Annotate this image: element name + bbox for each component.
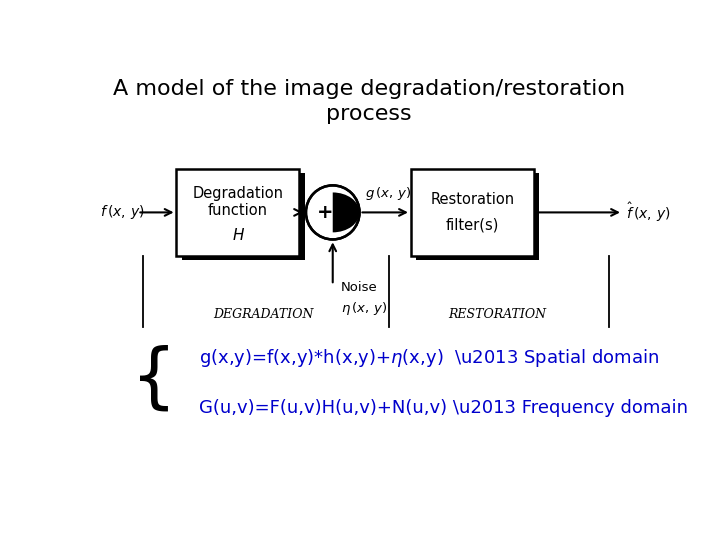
Text: {: {	[131, 344, 177, 413]
Text: function: function	[208, 203, 268, 218]
Text: H: H	[232, 228, 243, 243]
Text: g(x,y)=f(x,y)*h(x,y)+$\eta$(x,y)  \u2013 Spatial domain: g(x,y)=f(x,y)*h(x,y)+$\eta$(x,y) \u2013 …	[199, 347, 659, 369]
FancyBboxPatch shape	[411, 168, 534, 256]
Text: process: process	[326, 104, 412, 124]
FancyBboxPatch shape	[182, 173, 305, 260]
FancyBboxPatch shape	[416, 173, 539, 260]
Text: G(u,v)=F(u,v)H(u,v)+N(u,v) \u2013 Frequency domain: G(u,v)=F(u,v)H(u,v)+N(u,v) \u2013 Freque…	[199, 399, 688, 417]
Text: A model of the image degradation/restoration: A model of the image degradation/restora…	[113, 79, 625, 99]
Text: $f\,(x,\,y)$: $f\,(x,\,y)$	[100, 204, 145, 221]
Text: Noise: Noise	[341, 281, 378, 294]
FancyBboxPatch shape	[176, 168, 300, 256]
Ellipse shape	[306, 185, 359, 239]
Text: RESTORATION: RESTORATION	[449, 308, 546, 321]
Text: +: +	[317, 203, 333, 222]
Text: $\eta\,(x,\,y)$: $\eta\,(x,\,y)$	[341, 300, 387, 317]
Text: $g\,(x,\,y)$: $g\,(x,\,y)$	[365, 185, 411, 202]
Text: Degradation: Degradation	[192, 186, 284, 201]
Text: DEGRADATION: DEGRADATION	[212, 308, 313, 321]
Wedge shape	[333, 192, 359, 232]
Text: $\hat{f}\,(x,\,y)$: $\hat{f}\,(x,\,y)$	[626, 201, 670, 224]
Text: filter(s): filter(s)	[446, 218, 499, 232]
Text: Restoration: Restoration	[430, 192, 514, 207]
